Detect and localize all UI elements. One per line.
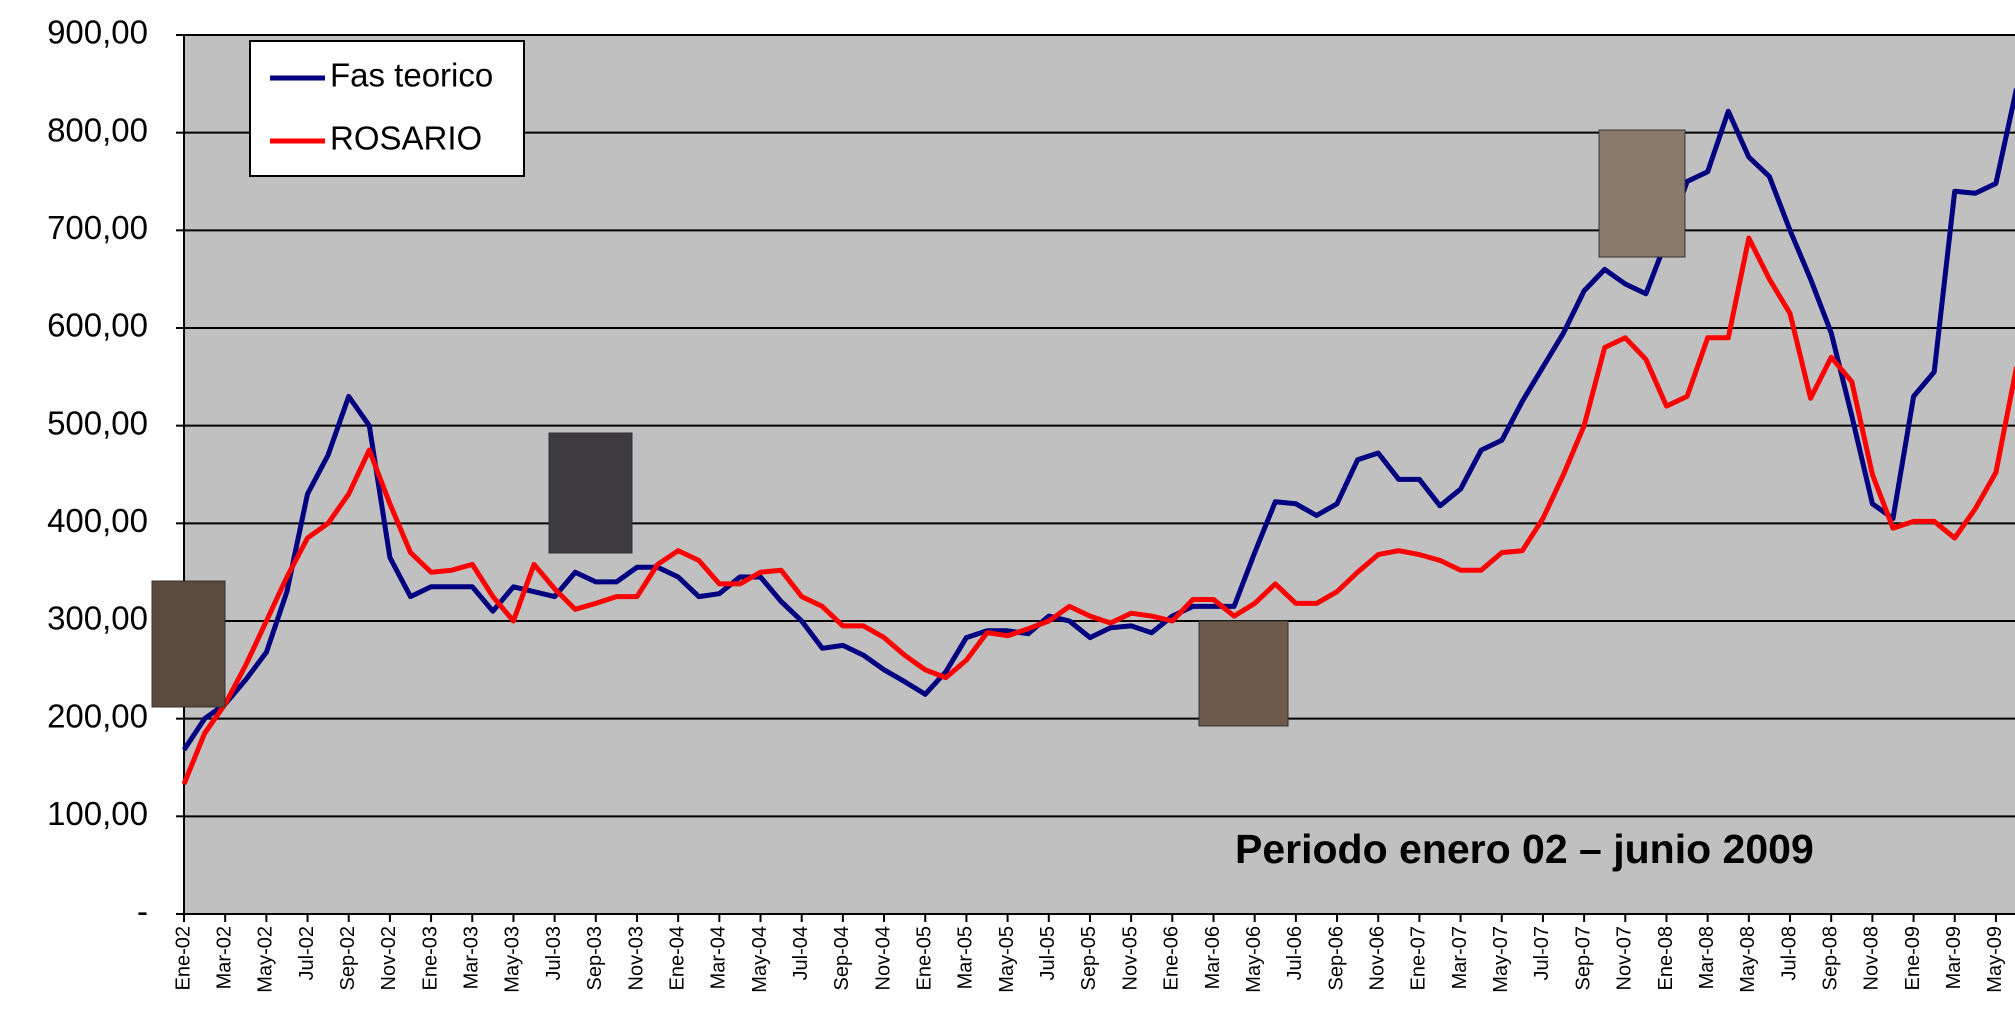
x-tick-label: Jul-06 [1284,926,1306,980]
x-tick-label: May-05 [996,926,1018,993]
y-tick-label: 300,00 [47,600,148,637]
x-tick-label: Jul-05 [1037,926,1059,980]
y-tick-label: 100,00 [47,795,148,832]
legend-label: ROSARIO [330,120,482,157]
x-tick-label: May-08 [1737,926,1759,993]
series-line [181,235,2015,786]
legend: Fas teorico ROSARIO [249,40,525,177]
y-tick-label: 400,00 [47,502,148,539]
x-tick-label: Ene-03 [419,926,441,991]
x-tick-label: Nov-03 [625,926,647,990]
x-tick-label: May-06 [1243,926,1265,993]
y-tick-label: 800,00 [47,111,148,148]
x-tick-label: Nov-02 [378,926,400,990]
plot-area [184,35,2015,914]
y-tick-label: 500,00 [47,404,148,441]
x-tick-label: Mar-04 [708,926,730,989]
x-tick-label: Sep-06 [1325,926,1347,991]
x-tick-label: May-03 [502,926,524,993]
x-tick-label: Sep-08 [1819,926,1841,991]
y-tick-label: 900,00 [47,14,148,51]
x-tick-label: Ene-07 [1408,926,1430,991]
series-line [181,88,2015,752]
x-tick-label: May-07 [1490,926,1512,993]
y-tick-label: 700,00 [47,209,148,246]
x-tick-label: Sep-04 [831,926,853,991]
x-tick-label: Ene-05 [914,926,936,991]
photo [151,580,226,708]
x-tick-label: Jul-04 [790,926,812,980]
x-tick-label: Sep-05 [1078,926,1100,991]
x-tick-label: Ene-02 [172,926,194,991]
x-tick-label: Jul-02 [296,926,318,980]
x-tick-label: Jul-07 [1531,926,1553,980]
photo [548,432,633,554]
y-tick-label: 600,00 [47,307,148,344]
lines [181,88,2015,786]
x-tick-label: Mar-02 [213,926,235,989]
x-tick-label: Mar-03 [461,926,483,989]
x-tick-label: May-02 [255,926,277,993]
x-tick-label: Nov-07 [1614,926,1636,990]
photo [1598,129,1686,258]
x-tick-label: Mar-06 [1202,926,1224,989]
x-tick-label: Nov-08 [1861,926,1883,990]
grid: - 100,00 200,00 300,00 400,00 500,00 600,00 700… [47,14,2015,993]
x-tick-label: Mar-07 [1449,926,1471,989]
x-tick-label: Ene-08 [1655,926,1677,991]
x-tick-label: Nov-04 [872,926,894,990]
x-tick-label: Nov-06 [1367,926,1389,990]
x-tick-label: May-09 [1984,926,2006,993]
x-tick-label: Mar-08 [1696,926,1718,989]
x-tick-label: Sep-03 [584,926,606,991]
y-tick-label: 200,00 [47,697,148,734]
x-tick-label: Jul-08 [1778,926,1800,980]
y-tick-label: - [137,893,148,930]
annotation: Periodo enero 02 – junio 2009 [1235,826,1814,872]
x-tick-label: Sep-02 [337,926,359,991]
photo [1198,620,1289,727]
legend-label: Fas teorico [330,57,493,94]
x-tick-label: Mar-09 [1943,926,1965,989]
legend-box [249,40,525,177]
x-tick-label: Ene-04 [666,926,688,991]
x-tick-label: May-04 [749,926,771,993]
x-tick-label: Nov-05 [1119,926,1141,990]
x-tick-label: Ene-06 [1161,926,1183,991]
x-tick-label: Ene-09 [1902,926,1924,991]
x-tick-label: Jul-03 [543,926,565,980]
x-tick-label: Sep-07 [1572,926,1594,991]
x-tick-label: Mar-05 [955,926,977,989]
